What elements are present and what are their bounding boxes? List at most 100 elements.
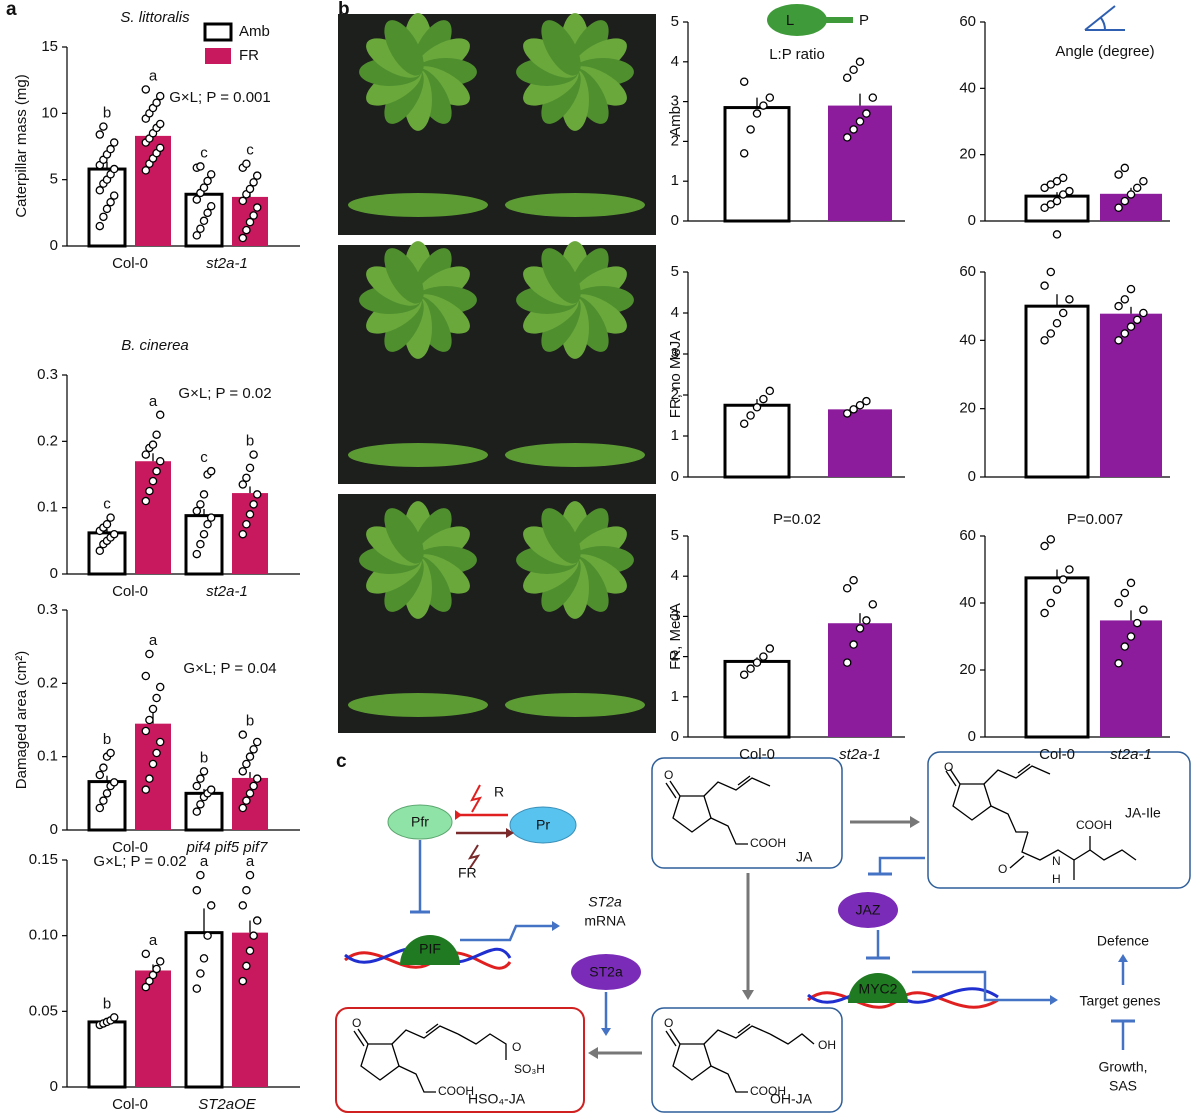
data-point	[249, 500, 258, 509]
data-point	[155, 737, 165, 747]
y-axis-label: Amb	[667, 106, 684, 137]
bar	[723, 659, 791, 739]
st2a-node	[571, 954, 641, 990]
plant-photos	[338, 13, 656, 733]
data-point	[148, 704, 158, 714]
data-point	[238, 901, 248, 910]
data-point	[203, 176, 212, 186]
data-point	[1126, 322, 1136, 331]
ja-ile-box	[927, 751, 1191, 889]
annotation: G×L; P = 0.02	[178, 385, 271, 402]
data-point	[99, 122, 108, 131]
bar	[1100, 313, 1162, 477]
data-point	[245, 510, 255, 519]
x-tick-label: Col-0	[739, 746, 775, 763]
significance-letter: c	[246, 142, 254, 159]
significance-letter: a	[149, 393, 158, 410]
data-point	[192, 984, 202, 993]
data-point	[95, 546, 105, 556]
growth-label: Growth,	[1098, 1059, 1147, 1075]
data-point	[842, 73, 852, 82]
data-point	[1058, 173, 1068, 183]
data-point	[249, 211, 258, 220]
leaf	[384, 20, 424, 76]
data-point	[855, 57, 865, 67]
data-point	[739, 77, 749, 86]
data-point	[855, 400, 865, 410]
pr-node	[509, 806, 577, 844]
data-point	[849, 65, 858, 75]
x-tick-label: st2a-1	[839, 746, 881, 763]
data-point	[1120, 295, 1130, 304]
pathway-diagram: Pfr Pr R FR PIF ST2a mRNA ST2a O COOH O …	[335, 751, 1191, 1113]
y-axis-label: Damaged area (cm²)	[13, 651, 30, 789]
data-point	[192, 549, 202, 559]
y-tick-label: 0	[50, 821, 58, 838]
data-point	[102, 789, 112, 798]
data-point	[155, 957, 165, 966]
y-axis-label: FR, MeJA	[667, 603, 684, 670]
leaf	[348, 193, 488, 217]
atom: O	[664, 1016, 673, 1030]
data-point	[145, 715, 154, 725]
data-point	[145, 976, 154, 986]
data-point	[1065, 186, 1074, 196]
data-point	[1114, 336, 1123, 345]
y-tick-label: 0	[671, 212, 679, 229]
hso4-ja-box	[335, 1007, 585, 1113]
data-point	[739, 149, 749, 158]
data-point	[238, 976, 248, 986]
data-point	[252, 737, 262, 747]
node-label: Pr	[536, 817, 550, 833]
atom: O	[944, 760, 953, 774]
data-point	[109, 778, 119, 787]
atom: O	[352, 1016, 361, 1030]
data-point	[1120, 163, 1130, 173]
data-point	[1040, 336, 1049, 345]
data-point	[752, 658, 762, 667]
data-point	[196, 162, 205, 171]
y-tick-label: 1	[671, 172, 679, 189]
y-tick-label: 4	[671, 53, 679, 70]
y-tick-label: 4	[671, 567, 679, 584]
data-point	[1114, 301, 1123, 311]
data-point	[242, 961, 251, 971]
data-point	[152, 430, 161, 439]
data-point	[1040, 281, 1049, 290]
data-point	[242, 225, 251, 235]
data-point	[238, 480, 248, 489]
node-label: ST2a	[589, 964, 623, 980]
data-point	[206, 785, 216, 794]
y-tick-label: 5	[671, 263, 679, 280]
atom: SO₃H	[514, 1062, 545, 1076]
y-axis-label: FR, no MeJA	[667, 331, 684, 419]
angle-icon	[1084, 5, 1125, 31]
data-point	[152, 466, 161, 476]
lp-icon: L P	[767, 4, 869, 36]
leaf	[505, 193, 645, 217]
atom: O	[998, 862, 1007, 876]
data-point	[245, 789, 255, 798]
data-point	[196, 774, 205, 783]
data-point	[102, 520, 112, 529]
data-point	[1132, 183, 1142, 193]
data-point	[99, 763, 108, 772]
y-tick-label: 3	[671, 93, 679, 110]
leaf	[541, 248, 581, 304]
data-point	[141, 982, 151, 992]
data-point	[206, 466, 216, 476]
bar	[828, 409, 892, 477]
y-tick-label: 0.3	[37, 601, 58, 618]
data-point	[141, 450, 151, 459]
data-point	[203, 208, 212, 218]
data-point	[99, 212, 108, 222]
x-tick-label: pif4 pif5 pif7	[186, 839, 269, 856]
significance-letter: a	[149, 932, 158, 949]
data-point	[1114, 598, 1123, 608]
leaf	[505, 443, 645, 467]
y-tick-label: 2	[671, 132, 679, 149]
data-point	[849, 405, 858, 414]
data-point	[739, 670, 749, 679]
data-point	[109, 191, 119, 200]
